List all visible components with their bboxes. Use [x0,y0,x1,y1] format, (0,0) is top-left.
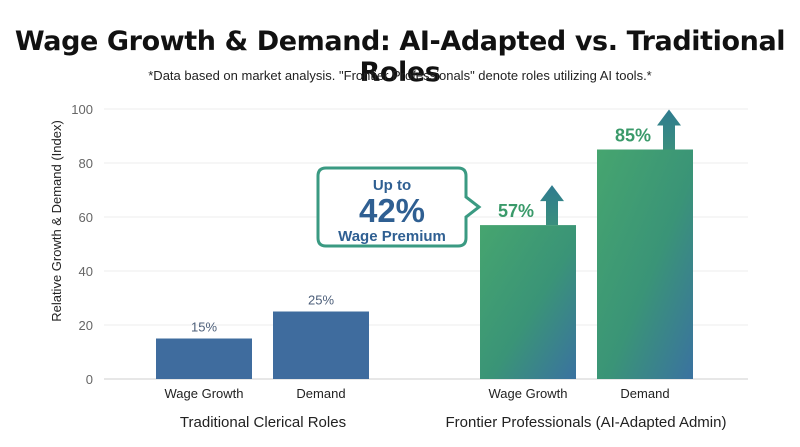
x-tick-label: Wage Growth [489,386,568,401]
y-tick-label: 40 [79,264,93,279]
x-tick-label: Demand [620,386,669,401]
y-tick-label: 0 [86,372,93,387]
y-tick-label: 80 [79,156,93,171]
callout-box [316,166,482,248]
category-labels: Wage Growth Demand Wage Growth Demand [165,386,670,401]
bar [156,338,252,379]
chart-subtitle: *Data based on market analysis. "Frontie… [148,68,652,83]
x-tick-label: Wage Growth [165,386,244,401]
bar-value-label: 85% [615,126,651,146]
x-tick-label: Demand [296,386,345,401]
group-label: Traditional Clerical Roles [180,414,346,431]
up-arrow-icon [657,109,681,150]
chart-title: Wage Growth & Demand: AI-Adapted vs. Tra… [14,26,786,88]
group-label: Frontier Professionals (AI-Adapted Admin… [446,414,727,431]
wage-premium-callout: Up to 42% Wage Premium [316,166,482,248]
callout-line-3: Wage Premium [338,228,446,245]
bars [156,109,693,379]
up-arrow-icon [540,185,564,226]
y-tick-label: 20 [79,318,93,333]
bar-value-label: 57% [498,201,534,221]
callout-line-1: Up to [373,177,411,194]
y-axis-label: Relative Growth & Demand (Index) [49,120,64,322]
y-tick-label: 100 [71,102,93,117]
y-axis-ticks: 0 20 40 60 80 100 [71,102,93,387]
bar [273,311,369,379]
value-labels: 15% 25% 57% 85% [191,126,651,335]
bar-value-label: 25% [308,293,334,308]
callout-percent: 42% [359,192,425,229]
group-labels: Traditional Clerical Roles Frontier Profe… [180,414,727,431]
bar-value-label: 15% [191,320,217,335]
y-tick-label: 60 [79,210,93,225]
bar [597,149,693,379]
bar [480,225,576,379]
